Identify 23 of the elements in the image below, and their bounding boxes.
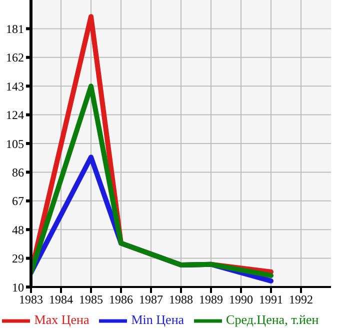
x-tick-label: 1987	[139, 292, 163, 307]
x-tick-label: 1986	[109, 292, 133, 307]
y-tick-label: 86	[12, 165, 24, 180]
x-tick-label: 1992	[289, 292, 313, 307]
legend-label: Сред.Цена, т.йен	[226, 312, 319, 327]
y-tick-label: 162	[6, 50, 24, 65]
y-tick-label: 124	[6, 108, 24, 122]
x-tick-label: 1984	[49, 292, 73, 307]
y-tick-label: 67	[12, 194, 24, 208]
y-tick-label: 10	[12, 280, 24, 294]
x-tick-label: 1985	[79, 292, 103, 307]
x-tick-label: 1988	[169, 292, 193, 307]
legend-label: Min Цена	[131, 312, 184, 327]
y-tick-label: 105	[6, 136, 24, 151]
x-tick-label: 1989	[199, 292, 223, 307]
x-tick-label: 1991	[259, 292, 283, 307]
y-tick-label: 29	[12, 252, 24, 266]
x-tick-label: 1983	[19, 292, 43, 307]
x-tick-label: 1990	[229, 292, 253, 307]
y-tick-label: 143	[6, 79, 24, 94]
y-tick-label: 48	[12, 222, 24, 237]
y-tick-label: 181	[6, 22, 24, 36]
legend-label: Max Цена	[34, 312, 90, 327]
